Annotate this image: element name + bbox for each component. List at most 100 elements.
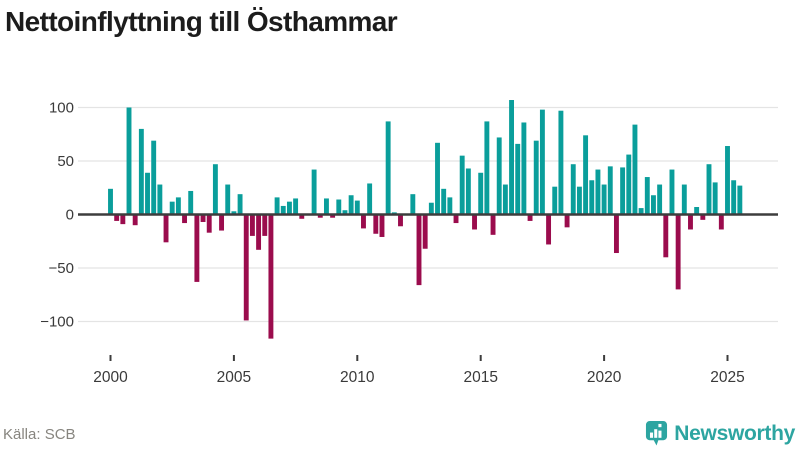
bar [688, 214, 693, 230]
bar [114, 214, 120, 221]
bar [231, 211, 237, 215]
chart-title: Nettoinflyttning till Östhammar [5, 6, 398, 37]
bar [441, 188, 447, 215]
x-tick-label: 2005 [217, 369, 251, 386]
bar [151, 140, 157, 215]
bar [262, 214, 268, 236]
bar [175, 197, 181, 215]
bar [317, 214, 323, 218]
bar [324, 198, 329, 215]
bar [484, 121, 490, 215]
bar [644, 177, 650, 215]
bar [200, 214, 206, 222]
bar [558, 110, 564, 215]
bar [286, 201, 292, 215]
bar [422, 214, 428, 249]
bar [675, 214, 681, 290]
bar [472, 214, 477, 230]
bar [237, 194, 243, 215]
bar [583, 135, 589, 215]
source-label: Källa: SCB [3, 426, 76, 443]
bar [379, 214, 385, 237]
bar [194, 214, 200, 282]
bar [416, 214, 422, 286]
x-tick-label: 2010 [340, 369, 375, 386]
bar [348, 195, 354, 215]
bar [552, 186, 558, 215]
bar [725, 146, 730, 215]
bar [533, 140, 539, 215]
bar [268, 214, 274, 339]
bar [515, 143, 521, 215]
bar [447, 197, 453, 215]
bar [595, 169, 601, 215]
y-tick-label: −50 [49, 260, 74, 277]
bar [274, 197, 280, 215]
bar [367, 183, 373, 215]
bar [299, 214, 305, 219]
bar [632, 124, 638, 215]
bar [620, 167, 626, 215]
bar [570, 164, 576, 215]
bar [681, 184, 687, 215]
bar [509, 100, 514, 215]
y-tick-label: 100 [49, 100, 74, 117]
bar [225, 184, 231, 215]
bar [336, 199, 342, 215]
bar [521, 122, 527, 215]
bar [398, 214, 403, 227]
bar [145, 172, 150, 215]
bar [453, 214, 459, 224]
bar [700, 214, 706, 220]
bar [669, 169, 675, 215]
bar [496, 137, 502, 215]
bar [478, 172, 484, 215]
bar [361, 214, 366, 229]
bar [243, 214, 249, 321]
bar [527, 214, 533, 221]
bar [163, 214, 169, 243]
bar [212, 164, 218, 215]
bar [157, 184, 163, 215]
bar [120, 214, 126, 225]
y-tick-label: 0 [66, 207, 74, 224]
bar [169, 201, 175, 215]
bar [576, 186, 582, 215]
bar [206, 214, 212, 233]
bar [564, 214, 570, 228]
bar [694, 207, 700, 215]
bar [280, 205, 286, 215]
bar [428, 202, 434, 215]
bar [626, 154, 632, 215]
bar [249, 214, 255, 236]
bar [663, 214, 669, 258]
bar [651, 195, 656, 215]
bar [435, 142, 440, 215]
bar [465, 168, 471, 215]
bar [712, 182, 718, 215]
bar [737, 185, 743, 215]
bar [459, 155, 465, 215]
bar [613, 214, 619, 254]
x-tick-label: 2015 [463, 369, 497, 386]
x-tick-label: 2000 [93, 369, 128, 386]
bar [607, 166, 613, 215]
y-tick-label: 50 [57, 153, 74, 170]
bar [731, 180, 737, 215]
bar [138, 128, 144, 215]
brand-logo: Newsworthy [645, 420, 795, 447]
bar [342, 210, 348, 215]
bar [490, 214, 496, 235]
bar [410, 194, 416, 215]
bar [293, 198, 299, 215]
bar [373, 214, 379, 234]
bar [589, 180, 595, 215]
bar [354, 200, 360, 215]
bar [706, 164, 712, 215]
bar [385, 121, 391, 215]
bar [638, 208, 644, 215]
bar [601, 184, 607, 215]
bar [126, 107, 132, 215]
